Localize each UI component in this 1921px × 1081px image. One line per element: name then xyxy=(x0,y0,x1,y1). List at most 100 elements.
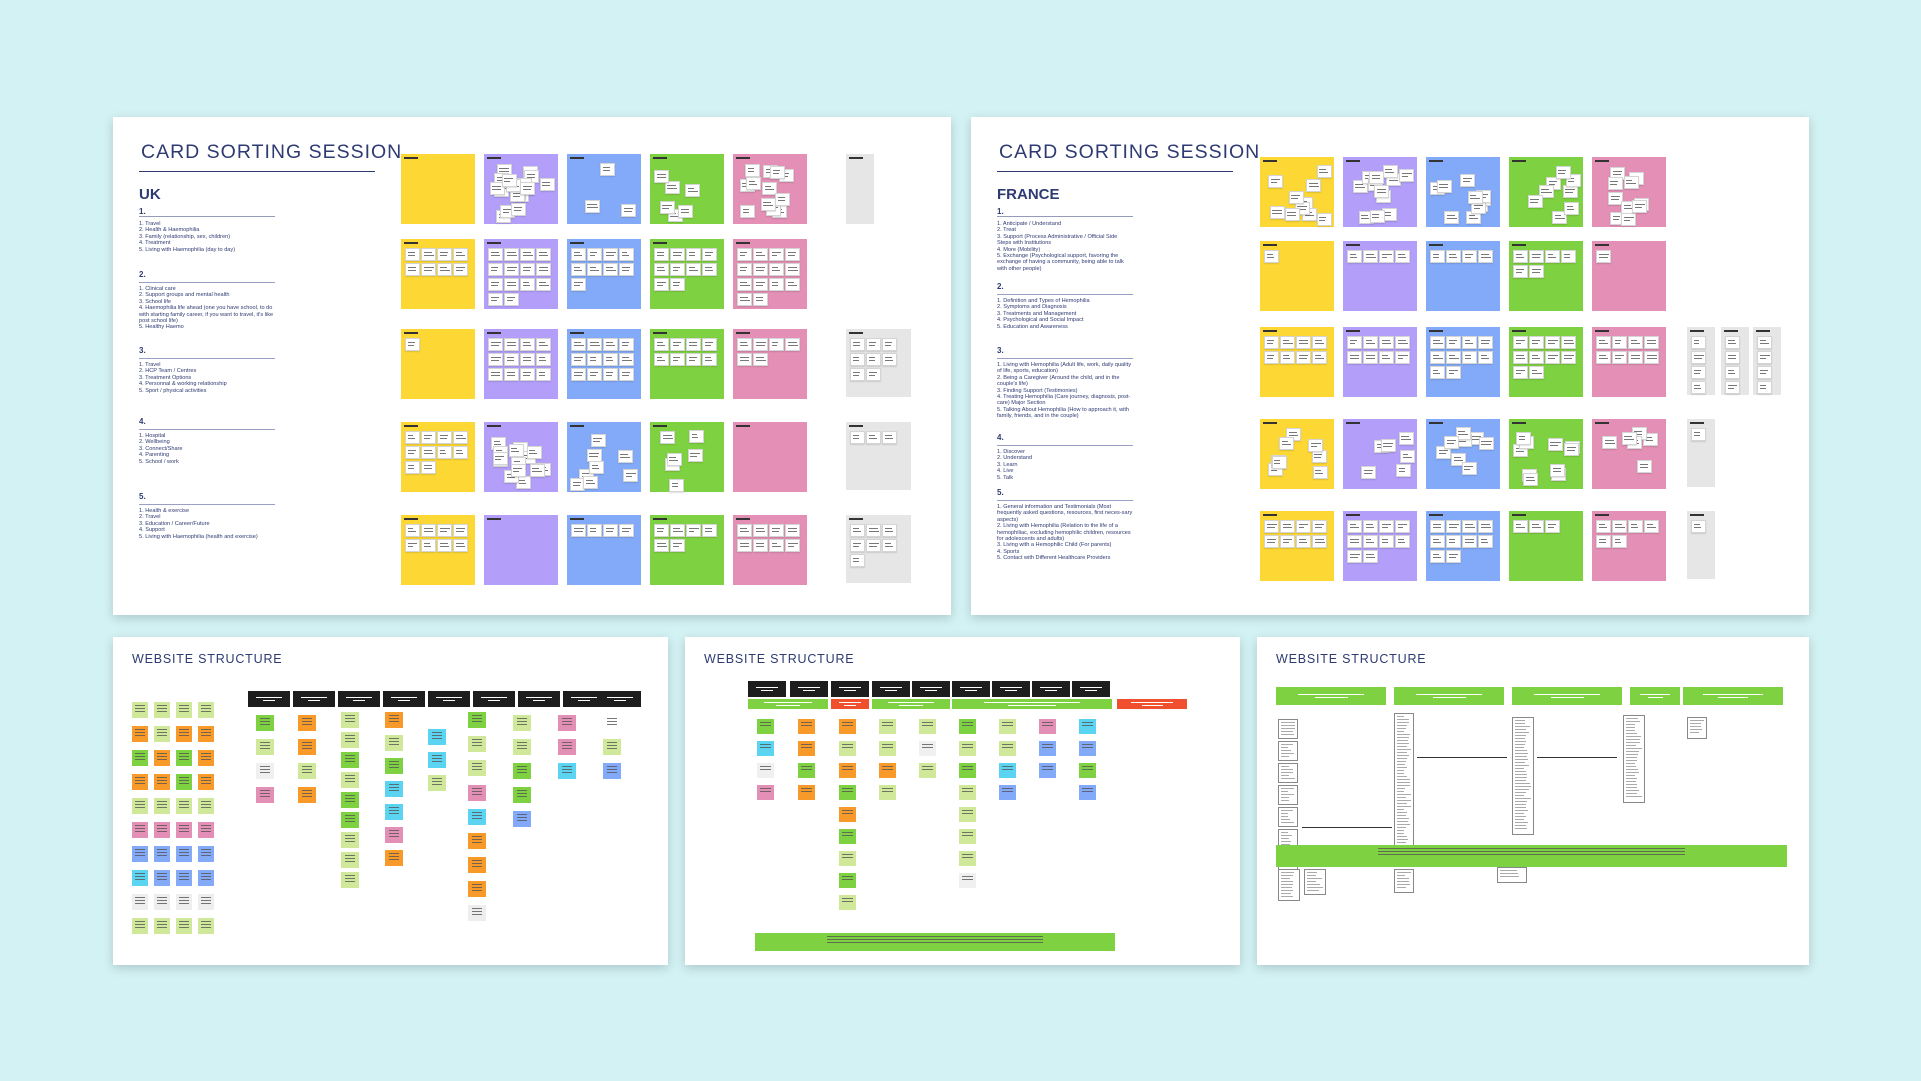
sorting-card[interactable] xyxy=(769,338,784,351)
sorting-card[interactable] xyxy=(769,539,784,552)
sorting-card[interactable] xyxy=(737,248,752,261)
sorting-card[interactable] xyxy=(453,431,468,444)
sorting-card[interactable] xyxy=(421,539,436,552)
sticky-note[interactable] xyxy=(256,739,274,755)
sorting-card[interactable] xyxy=(526,445,542,459)
category-panel[interactable] xyxy=(1509,327,1583,397)
page-thumbnail[interactable] xyxy=(1278,807,1298,827)
sorting-card[interactable] xyxy=(453,263,468,276)
sorting-card[interactable] xyxy=(437,431,452,444)
sorting-card[interactable] xyxy=(623,469,639,483)
category-panel[interactable] xyxy=(567,422,641,492)
sorting-card[interactable] xyxy=(1529,351,1544,364)
sticky-note[interactable] xyxy=(154,894,170,910)
sorting-card[interactable] xyxy=(1725,351,1740,364)
sorting-card[interactable] xyxy=(785,338,800,351)
sorting-card[interactable] xyxy=(437,263,452,276)
sorting-card[interactable] xyxy=(785,278,800,291)
sorting-card[interactable] xyxy=(489,182,505,196)
sorting-card[interactable] xyxy=(571,368,586,381)
sorting-card[interactable] xyxy=(1443,435,1459,449)
sticky-note[interactable] xyxy=(256,787,274,803)
sorting-card[interactable] xyxy=(1478,436,1494,450)
sorting-card[interactable] xyxy=(1306,178,1322,192)
sorting-card[interactable] xyxy=(1561,250,1576,263)
category-panel[interactable] xyxy=(650,329,724,399)
sorting-card[interactable] xyxy=(1312,351,1327,364)
sticky-note[interactable] xyxy=(999,763,1016,778)
sorting-card[interactable] xyxy=(571,248,586,261)
section-header[interactable] xyxy=(563,691,605,707)
sticky-note[interactable] xyxy=(154,702,170,718)
sorting-card[interactable] xyxy=(866,338,881,351)
category-panel[interactable] xyxy=(1592,511,1666,581)
sorting-card[interactable] xyxy=(1562,184,1578,198)
sorting-card[interactable] xyxy=(1379,336,1394,349)
sorting-card[interactable] xyxy=(1446,366,1461,379)
sorting-card[interactable] xyxy=(603,524,618,537)
sticky-note[interactable] xyxy=(198,870,214,886)
sticky-note[interactable] xyxy=(839,873,856,888)
sorting-card[interactable] xyxy=(1538,185,1554,199)
sorting-card[interactable] xyxy=(1478,250,1493,263)
sticky-note[interactable] xyxy=(428,752,446,768)
sorting-card[interactable] xyxy=(1612,535,1627,548)
sorting-card[interactable] xyxy=(1361,466,1377,480)
sticky-note[interactable] xyxy=(198,726,214,742)
category-panel[interactable] xyxy=(484,515,558,585)
sticky-note[interactable] xyxy=(132,774,148,790)
section-header[interactable] xyxy=(599,691,641,707)
category-panel[interactable] xyxy=(1343,327,1417,397)
category-panel[interactable] xyxy=(1509,511,1583,581)
sorting-card[interactable] xyxy=(1280,520,1295,533)
sticky-note[interactable] xyxy=(341,772,359,788)
category-panel[interactable] xyxy=(567,239,641,309)
sticky-note[interactable] xyxy=(468,881,486,897)
sorting-card[interactable] xyxy=(620,204,636,218)
sorting-card[interactable] xyxy=(1691,520,1706,533)
section-header[interactable] xyxy=(518,691,560,707)
sorting-card[interactable] xyxy=(1757,366,1772,379)
sticky-note[interactable] xyxy=(341,732,359,748)
sorting-card[interactable] xyxy=(1628,351,1643,364)
sorting-card[interactable] xyxy=(753,278,768,291)
section-header[interactable] xyxy=(952,681,990,697)
sticky-note[interactable] xyxy=(132,870,148,886)
sticky-note[interactable] xyxy=(385,712,403,728)
sorting-card[interactable] xyxy=(504,353,519,366)
sticky-note[interactable] xyxy=(154,846,170,862)
category-panel[interactable] xyxy=(1687,511,1715,579)
sorting-card[interactable] xyxy=(488,368,503,381)
sorting-card[interactable] xyxy=(1296,351,1311,364)
sticky-note[interactable] xyxy=(298,739,316,755)
sorting-card[interactable] xyxy=(850,368,865,381)
sorting-card[interactable] xyxy=(654,169,670,183)
sorting-card[interactable] xyxy=(1296,535,1311,548)
sorting-card[interactable] xyxy=(1374,185,1390,199)
sorting-card[interactable] xyxy=(488,353,503,366)
sorting-card[interactable] xyxy=(1757,336,1772,349)
sorting-card[interactable] xyxy=(1446,351,1461,364)
sorting-card[interactable] xyxy=(619,248,634,261)
sorting-card[interactable] xyxy=(850,338,865,351)
sorting-card[interactable] xyxy=(619,338,634,351)
sticky-note[interactable] xyxy=(154,870,170,886)
section-header[interactable] xyxy=(1512,687,1622,705)
sorting-card[interactable] xyxy=(1430,550,1445,563)
sticky-note[interactable] xyxy=(959,829,976,844)
section-header[interactable] xyxy=(1630,687,1680,705)
sorting-card[interactable] xyxy=(536,368,551,381)
card-sorting-board-uk[interactable]: CARD SORTING SESSION UK 1. 1. Travel 2. … xyxy=(113,117,951,615)
sorting-card[interactable] xyxy=(1596,351,1611,364)
section-header[interactable] xyxy=(428,691,470,707)
sorting-card[interactable] xyxy=(1312,520,1327,533)
sorting-card[interactable] xyxy=(785,524,800,537)
sticky-note[interactable] xyxy=(1039,719,1056,734)
category-panel[interactable] xyxy=(1509,241,1583,311)
sorting-card[interactable] xyxy=(1462,520,1477,533)
sorting-card[interactable] xyxy=(1467,191,1483,205)
sorting-card[interactable] xyxy=(850,353,865,366)
sorting-card[interactable] xyxy=(737,293,752,306)
sorting-card[interactable] xyxy=(405,338,420,351)
sorting-card[interactable] xyxy=(504,368,519,381)
